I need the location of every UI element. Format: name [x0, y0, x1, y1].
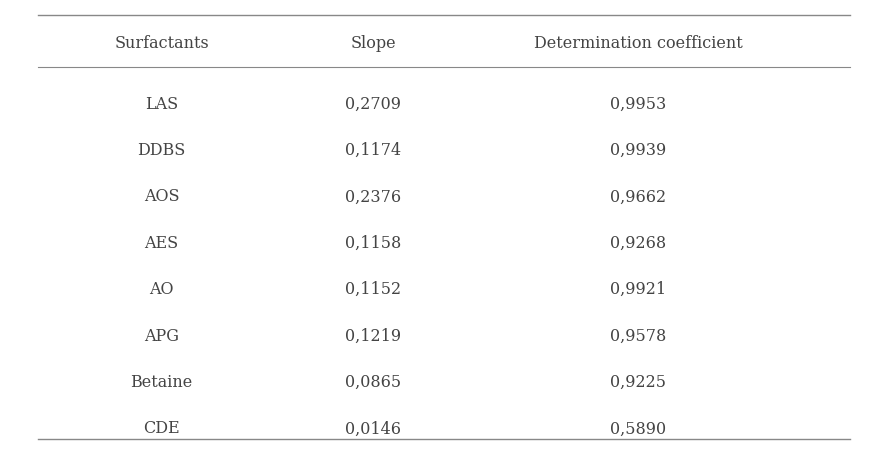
Text: 0,9921: 0,9921	[610, 281, 666, 298]
Text: 0,2376: 0,2376	[345, 188, 401, 205]
Text: CDE: CDE	[143, 420, 180, 436]
Text: 0,1152: 0,1152	[345, 281, 401, 298]
Text: AES: AES	[145, 234, 178, 251]
Text: 0,0146: 0,0146	[345, 420, 401, 436]
Text: 0,1158: 0,1158	[345, 234, 401, 251]
Text: AO: AO	[149, 281, 174, 298]
Text: 0,9225: 0,9225	[610, 373, 666, 390]
Text: AOS: AOS	[144, 188, 179, 205]
Text: APG: APG	[144, 327, 179, 344]
Text: 0,9939: 0,9939	[610, 142, 666, 159]
Text: Surfactants: Surfactants	[115, 35, 209, 52]
Text: 0,9662: 0,9662	[610, 188, 666, 205]
Text: 0,9268: 0,9268	[610, 234, 666, 251]
Text: Betaine: Betaine	[131, 373, 193, 390]
Text: 0,0865: 0,0865	[345, 373, 401, 390]
Text: 0,9953: 0,9953	[610, 96, 666, 112]
Text: Slope: Slope	[351, 35, 396, 52]
Text: LAS: LAS	[145, 96, 178, 112]
Text: 0,2709: 0,2709	[345, 96, 401, 112]
Text: DDBS: DDBS	[138, 142, 186, 159]
Text: 0,5890: 0,5890	[610, 420, 666, 436]
Text: 0,9578: 0,9578	[610, 327, 666, 344]
Text: Determination coefficient: Determination coefficient	[534, 35, 742, 52]
Text: 0,1174: 0,1174	[345, 142, 401, 159]
Text: 0,1219: 0,1219	[345, 327, 401, 344]
